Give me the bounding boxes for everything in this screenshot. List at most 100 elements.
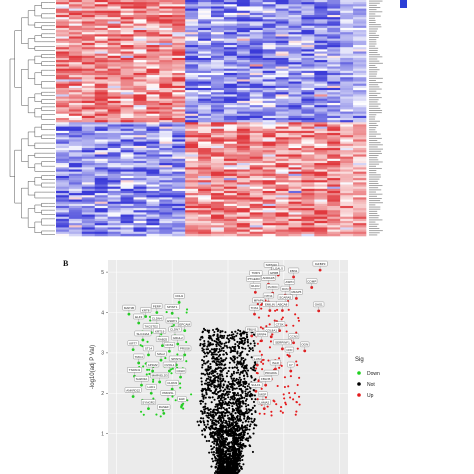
heatmap-cell: [159, 77, 173, 80]
data-point: [219, 377, 222, 380]
heatmap-cell: [120, 225, 134, 228]
heatmap-cell: [172, 169, 186, 172]
heatmap-cell: [288, 214, 302, 217]
heatmap-cell: [172, 186, 186, 190]
heatmap-cell: [211, 8, 225, 12]
heatmap-cell: [68, 45, 83, 48]
heatmap-cell: [288, 193, 302, 196]
heatmap-cell: [185, 139, 199, 142]
heatmap-cell: [288, 118, 302, 121]
heatmap-cell: [327, 145, 341, 149]
heatmap-cell: [120, 137, 134, 140]
heatmap-cell: [56, 19, 70, 22]
heatmap-cell: [81, 45, 96, 48]
data-point: [201, 347, 204, 350]
data-point: [213, 428, 216, 431]
data-point: [239, 427, 242, 430]
heatmap-cell: [223, 21, 238, 24]
data-point: [251, 393, 254, 396]
heatmap-cell: [314, 193, 328, 196]
data-point: [236, 392, 239, 395]
heatmap-cell: [56, 171, 70, 175]
heatmap-cell: [172, 38, 186, 42]
data-point: [200, 410, 203, 413]
heatmap-cell: [68, 216, 83, 220]
data-point: [249, 348, 252, 351]
heatmap-cell: [94, 152, 108, 155]
heatmap-cell: [185, 231, 199, 235]
data-point: [233, 443, 236, 446]
heatmap-cell: [314, 47, 328, 50]
heatmap-cell: [301, 32, 315, 35]
heatmap-cell: [146, 36, 160, 39]
heatmap-cell: [211, 118, 225, 121]
heatmap-cell: [262, 173, 276, 177]
heatmap-cell: [236, 77, 251, 80]
heatmap-cell: [211, 25, 225, 29]
heatmap-cell: [236, 10, 251, 14]
heatmap-cell: [340, 128, 354, 132]
heatmap-cell: [81, 109, 96, 112]
heatmap-cell: [249, 105, 263, 108]
heatmap-cell: [301, 60, 315, 63]
heatmap-cell: [353, 124, 367, 127]
heatmap-cell: [146, 210, 160, 213]
heatmap-cell: [159, 47, 173, 50]
data-point: [228, 361, 231, 364]
heatmap-cell: [56, 57, 70, 61]
heatmap-cell: [249, 2, 263, 5]
heatmap-cell: [198, 169, 212, 172]
data-point: [212, 451, 215, 454]
heatmap-cell: [94, 205, 108, 209]
heatmap-cell: [262, 113, 276, 117]
heatmap-cell: [159, 53, 173, 57]
heatmap-cell: [211, 120, 225, 123]
heatmap-cell: [236, 53, 251, 57]
data-point: [234, 387, 237, 390]
heatmap-cell: [185, 148, 199, 151]
data-point: [240, 431, 243, 434]
data-point: [241, 350, 244, 353]
heatmap-cell: [198, 70, 212, 74]
heatmap-cell: [211, 201, 225, 205]
heatmap-cell: [211, 21, 225, 24]
data-point: [239, 419, 242, 422]
heatmap-cell: [223, 6, 238, 9]
data-point: [238, 403, 241, 406]
heatmap-cell: [236, 98, 251, 102]
data-point: [217, 447, 220, 450]
heatmap-cell: [146, 23, 160, 27]
heatmap-cell: [120, 94, 134, 97]
data-point: [226, 334, 229, 337]
data-point: [253, 419, 256, 422]
heatmap-cell: [236, 203, 251, 207]
heatmap-cell: [56, 137, 70, 140]
heatmap-cell: [262, 64, 276, 67]
heatmap-cell: [327, 45, 341, 48]
data-point: [226, 424, 229, 427]
data-point: [211, 328, 215, 332]
heatmap-cell: [275, 169, 289, 172]
heatmap-cell: [314, 113, 328, 117]
heatmap-cell: [275, 90, 289, 93]
heatmap-cell: [327, 231, 341, 235]
data-point: [206, 381, 209, 384]
heatmap-cell: [327, 72, 341, 76]
heatmap-cell: [223, 169, 238, 172]
data-point: [242, 463, 245, 466]
heatmap-cell: [94, 124, 108, 127]
heatmap-cell: [81, 199, 96, 202]
data-point: [227, 429, 230, 432]
heatmap-cell: [288, 64, 302, 67]
heatmap-cell: [249, 233, 263, 237]
heatmap-cell: [301, 12, 315, 16]
data-point: [217, 403, 220, 406]
heatmap-cell: [262, 171, 276, 175]
heatmap-cell: [133, 21, 147, 24]
data-point: [201, 359, 204, 362]
heatmap-cell: [56, 85, 70, 89]
heatmap-cell: [159, 137, 173, 140]
heatmap-cell: [353, 105, 367, 108]
heatmap-cell: [185, 173, 199, 177]
heatmap-cell: [275, 130, 289, 134]
